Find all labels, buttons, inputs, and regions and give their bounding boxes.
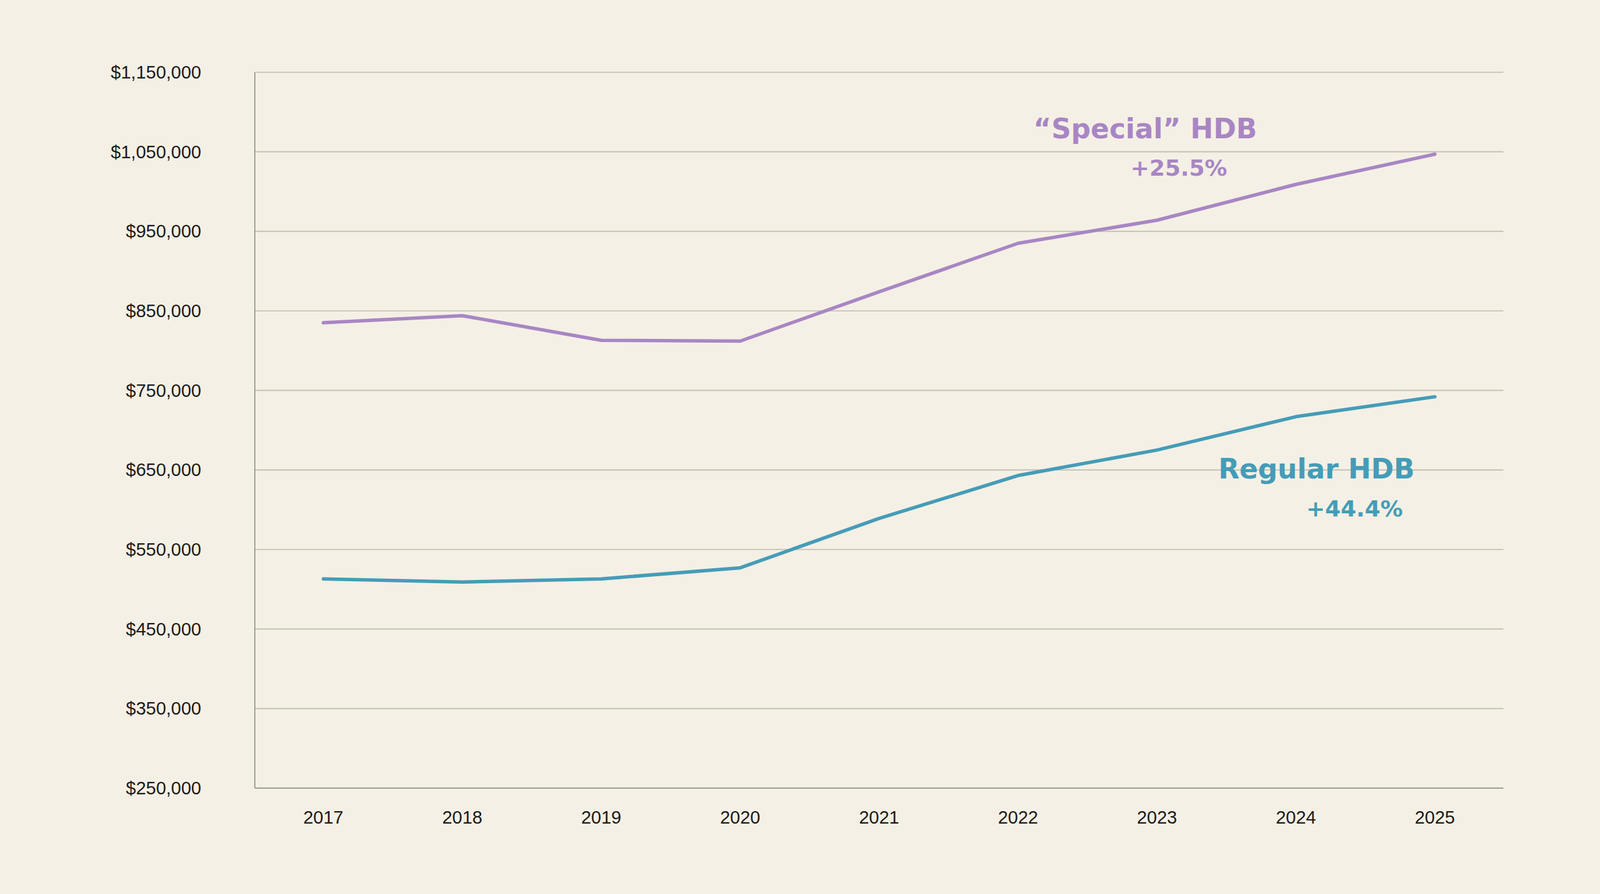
grid-line [254, 231, 1504, 233]
grid-line [254, 628, 1504, 630]
y-tick-label: $350,000 [125, 698, 202, 719]
x-tick-label: 2023 [1137, 807, 1178, 828]
x-tick-label: 2025 [1414, 807, 1456, 828]
grid-line [254, 548, 1504, 551]
grid-line [254, 787, 1504, 789]
y-tick-label: $750,000 [125, 380, 202, 401]
grid-line [254, 390, 1504, 392]
series-line [323, 396, 1435, 582]
grid-line [254, 151, 1504, 153]
x-tick-label: 2018 [442, 807, 483, 828]
y-tick-label: $1,150,000 [110, 62, 202, 83]
y-tick-label: $850,000 [125, 300, 202, 321]
x-tick-label: 2024 [1276, 807, 1317, 828]
x-tick-label: 2021 [859, 807, 900, 828]
annotation: +25.5% [1130, 155, 1227, 181]
series-label: “Special” HDB [1033, 112, 1257, 145]
grid [254, 72, 1504, 789]
annotation: +44.4% [1305, 495, 1403, 522]
grid-line [254, 71, 1504, 73]
y-tick-label: $650,000 [125, 459, 202, 480]
series-label: Regular HDB [1218, 452, 1415, 485]
y-tick-label: $950,000 [125, 221, 202, 242]
y-tick-label: $550,000 [125, 539, 202, 560]
x-tick-label: 2020 [720, 807, 761, 828]
chart-container: $250,000 $350,000 $450,000 $550,000 $650,000… [0, 0, 1600, 894]
grid-line [254, 708, 1504, 710]
x-tick-label: 2022 [998, 807, 1039, 828]
y-tick-label: $1,050,000 [110, 142, 202, 162]
y-tick-label: $250,000 [125, 778, 202, 799]
y-axis [254, 72, 256, 789]
x-axis [254, 787, 1504, 789]
series-line [323, 154, 1435, 342]
lines [323, 154, 1435, 583]
chart-svg: $250,000 $350,000 $450,000 $550,000 $650,000… [0, 0, 1600, 894]
grid-line [254, 310, 1504, 312]
x-tick-label: 2019 [581, 807, 622, 828]
x-tick-label: 2017 [303, 807, 344, 828]
y-tick-label: $450,000 [125, 619, 202, 640]
